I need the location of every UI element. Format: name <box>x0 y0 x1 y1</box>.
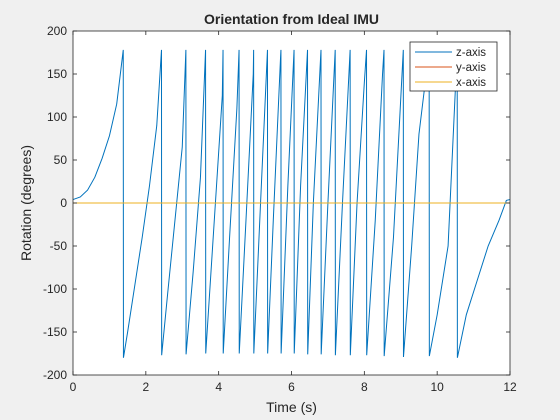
y-tick-label: -100 <box>43 282 67 296</box>
x-tick-label: 12 <box>503 380 517 394</box>
y-tick-label: -50 <box>50 239 68 253</box>
y-tick-label: 50 <box>54 153 68 167</box>
x-tick-label: 0 <box>70 380 77 394</box>
x-tick-label: 6 <box>288 380 295 394</box>
y-tick-label: 200 <box>47 24 67 38</box>
y-axis-label: Rotation (degrees) <box>18 145 34 261</box>
x-tick-label: 2 <box>142 380 149 394</box>
x-ticks: 0 2 4 6 8 10 12 <box>70 31 517 394</box>
x-tick-label: 4 <box>215 380 222 394</box>
y-tick-label: 100 <box>47 110 67 124</box>
y-tick-label: -150 <box>43 325 67 339</box>
series-lines <box>72 49 511 358</box>
legend: z-axis y-axis x-axis <box>409 41 498 92</box>
y-tick-label: -200 <box>43 368 67 382</box>
legend-label-z-axis: z-axis <box>456 47 486 59</box>
series-line-z-axis <box>72 49 511 358</box>
x-tick-label: 10 <box>430 380 444 394</box>
x-axis-label: Time (s) <box>266 399 317 415</box>
y-tick-label: 150 <box>47 67 67 81</box>
chart-title: Orientation from Ideal IMU <box>204 11 379 27</box>
y-tick-label: 0 <box>60 196 67 210</box>
legend-label-x-axis: x-axis <box>456 77 486 89</box>
x-tick-label: 8 <box>361 380 368 394</box>
legend-label-y-axis: y-axis <box>456 62 486 74</box>
y-ticks: -200 -150 -100 -50 0 50 100 150 200 <box>43 24 510 382</box>
